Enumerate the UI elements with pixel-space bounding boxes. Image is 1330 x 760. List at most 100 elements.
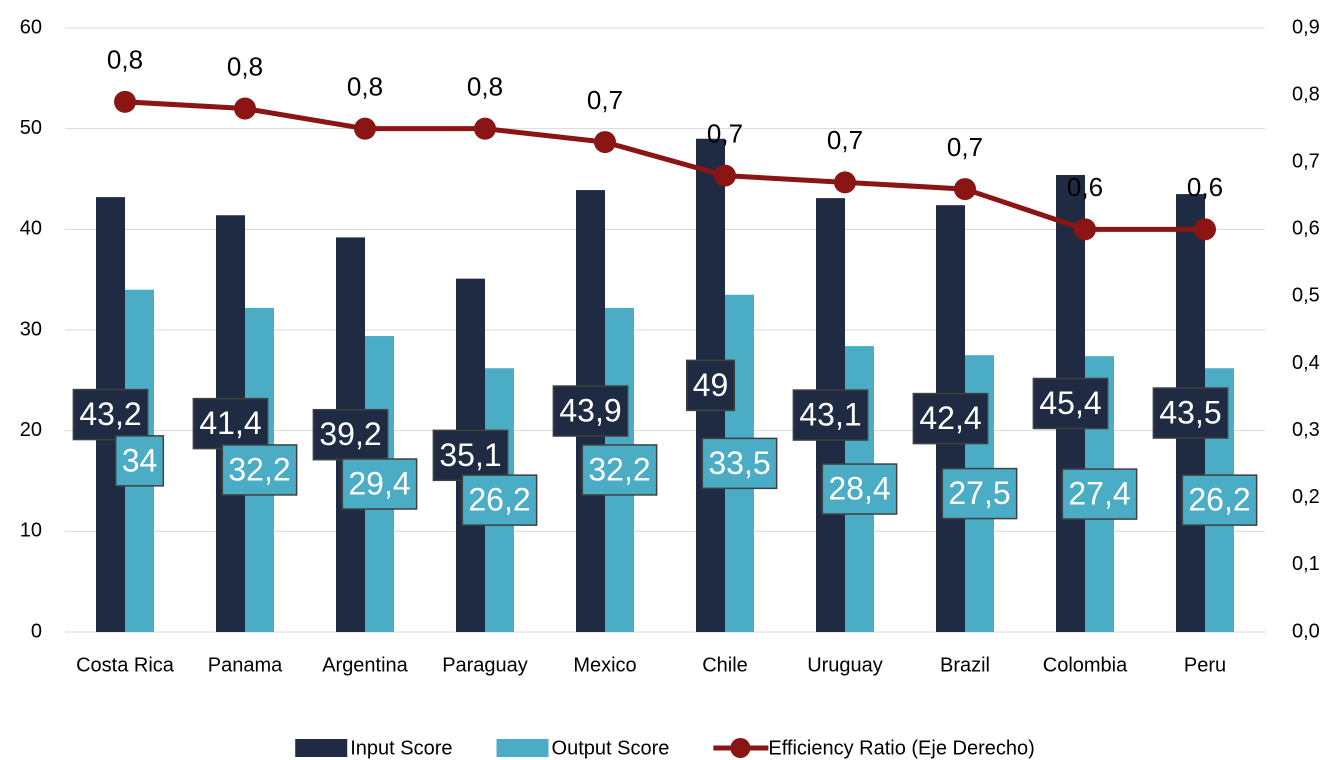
data-label: 29,4 bbox=[341, 458, 418, 510]
y-tick-label: 0 bbox=[31, 620, 42, 642]
line-marker bbox=[834, 171, 856, 194]
data-label-text: 45,4 bbox=[1039, 385, 1101, 421]
data-label: 49 bbox=[685, 359, 736, 412]
x-tick-label: Peru bbox=[1184, 654, 1226, 676]
y2-tick-label: 0,4 bbox=[1292, 352, 1320, 374]
data-label-box bbox=[1032, 377, 1109, 430]
data-label-text: 43,9 bbox=[559, 392, 621, 428]
y-tick-label: 20 bbox=[20, 419, 42, 441]
data-label: 32,2 bbox=[221, 444, 298, 496]
data-label-box bbox=[581, 444, 658, 496]
line-value-label: 0,8 bbox=[227, 51, 263, 81]
y-tick-label: 30 bbox=[20, 318, 42, 340]
legend-swatch bbox=[295, 739, 348, 757]
y-tick-label: 40 bbox=[20, 218, 42, 240]
data-label: 43,1 bbox=[792, 389, 869, 441]
data-label: 34 bbox=[114, 435, 165, 487]
legend: Input Score Output Score Efficiency Ratio … bbox=[295, 737, 1035, 759]
y-tick-label: 10 bbox=[20, 520, 42, 542]
x-tick-label: Paraguay bbox=[442, 654, 528, 676]
data-label-text: 43,1 bbox=[799, 397, 861, 433]
data-label-text: 26,2 bbox=[1188, 482, 1250, 518]
data-label: 32,2 bbox=[581, 444, 658, 496]
line-marker bbox=[354, 117, 376, 140]
data-label-box bbox=[552, 385, 629, 437]
data-label-box bbox=[461, 474, 538, 526]
data-label: 27,5 bbox=[941, 467, 1018, 520]
x-tick-label: Chile bbox=[702, 654, 748, 676]
data-label: 41,4 bbox=[192, 397, 269, 450]
data-label: 39,2 bbox=[312, 408, 389, 461]
data-label: 28,4 bbox=[821, 463, 898, 515]
y-tick-label: 60 bbox=[20, 16, 42, 38]
line-value-label: 0,7 bbox=[947, 132, 983, 162]
data-label: 45,4 bbox=[1032, 377, 1109, 430]
data-label-text: 43,5 bbox=[1159, 395, 1221, 431]
y2-tick-label: 0,5 bbox=[1292, 285, 1320, 307]
legend-label: Output Score bbox=[552, 737, 670, 759]
line-value-label: 0,6 bbox=[1187, 172, 1223, 202]
line-marker bbox=[474, 117, 496, 140]
data-label: 33,5 bbox=[701, 437, 778, 490]
data-label-text: 41,4 bbox=[199, 405, 261, 441]
x-tick-label: Argentina bbox=[322, 654, 408, 676]
data-label-text: 26,2 bbox=[468, 482, 530, 518]
y2-tick-label: 0,9 bbox=[1292, 16, 1320, 38]
legend-swatch bbox=[496, 739, 549, 757]
y2-tick-label: 0,1 bbox=[1292, 553, 1320, 575]
y2-tick-label: 0,2 bbox=[1292, 486, 1320, 508]
line-value-label: 0,6 bbox=[1067, 172, 1103, 202]
data-label-box bbox=[1152, 387, 1229, 439]
line-marker bbox=[1194, 218, 1216, 241]
data-label-box bbox=[1181, 474, 1258, 526]
data-label-text: 35,1 bbox=[439, 437, 501, 473]
y2-tick-label: 0,0 bbox=[1292, 620, 1320, 642]
data-label: 43,9 bbox=[552, 385, 629, 437]
line-value-label: 0,8 bbox=[467, 72, 503, 102]
data-label-box bbox=[221, 444, 298, 496]
x-tick-label: Mexico bbox=[573, 654, 636, 676]
data-label-box bbox=[72, 388, 149, 441]
data-label-text: 42,4 bbox=[919, 400, 981, 436]
legend-label: Efficiency Ratio (Eje Derecho) bbox=[768, 737, 1034, 759]
data-label-text: 32,2 bbox=[588, 451, 650, 487]
data-label: 43,2 bbox=[72, 388, 149, 441]
data-label: 43,5 bbox=[1152, 387, 1229, 439]
y-tick-label: 50 bbox=[20, 117, 42, 139]
x-tick-label: Panama bbox=[208, 654, 283, 676]
data-label-box bbox=[114, 435, 165, 487]
data-label-text: 39,2 bbox=[319, 416, 381, 452]
data-label-text: 27,5 bbox=[948, 475, 1010, 511]
line bbox=[124, 99, 1205, 232]
x-tick-label: Uruguay bbox=[807, 654, 883, 676]
line-marker bbox=[954, 178, 976, 201]
line-marker bbox=[234, 97, 256, 120]
line-marker bbox=[594, 131, 616, 154]
y2-tick-label: 0,7 bbox=[1292, 151, 1320, 173]
data-label-box bbox=[312, 408, 389, 461]
data-label-box bbox=[1061, 468, 1138, 520]
y2-tick-label: 0,8 bbox=[1292, 83, 1320, 105]
data-label-text: 29,4 bbox=[348, 465, 410, 501]
data-label-box bbox=[941, 467, 1018, 520]
legend-swatch-marker bbox=[730, 738, 751, 758]
data-label: 26,2 bbox=[1181, 474, 1258, 526]
data-label-box bbox=[792, 389, 869, 441]
line-value-label: 0,7 bbox=[587, 85, 623, 115]
y2-tick-label: 0,6 bbox=[1292, 218, 1320, 240]
data-label-box bbox=[912, 392, 989, 445]
data-label: 27,4 bbox=[1061, 468, 1138, 520]
line-marker bbox=[114, 90, 136, 113]
data-label: 35,1 bbox=[432, 429, 509, 482]
data-label-text: 28,4 bbox=[828, 471, 890, 507]
legend-label: Input Score bbox=[350, 737, 452, 759]
data-label-text: 32,2 bbox=[228, 451, 290, 487]
data-label-text: 49 bbox=[693, 367, 729, 403]
x-tick-label: Colombia bbox=[1043, 654, 1128, 676]
data-label-text: 27,4 bbox=[1068, 476, 1130, 512]
line-marker bbox=[714, 164, 736, 187]
data-label: 42,4 bbox=[912, 392, 989, 445]
data-label-box bbox=[192, 397, 269, 450]
data-label-box bbox=[341, 458, 418, 510]
